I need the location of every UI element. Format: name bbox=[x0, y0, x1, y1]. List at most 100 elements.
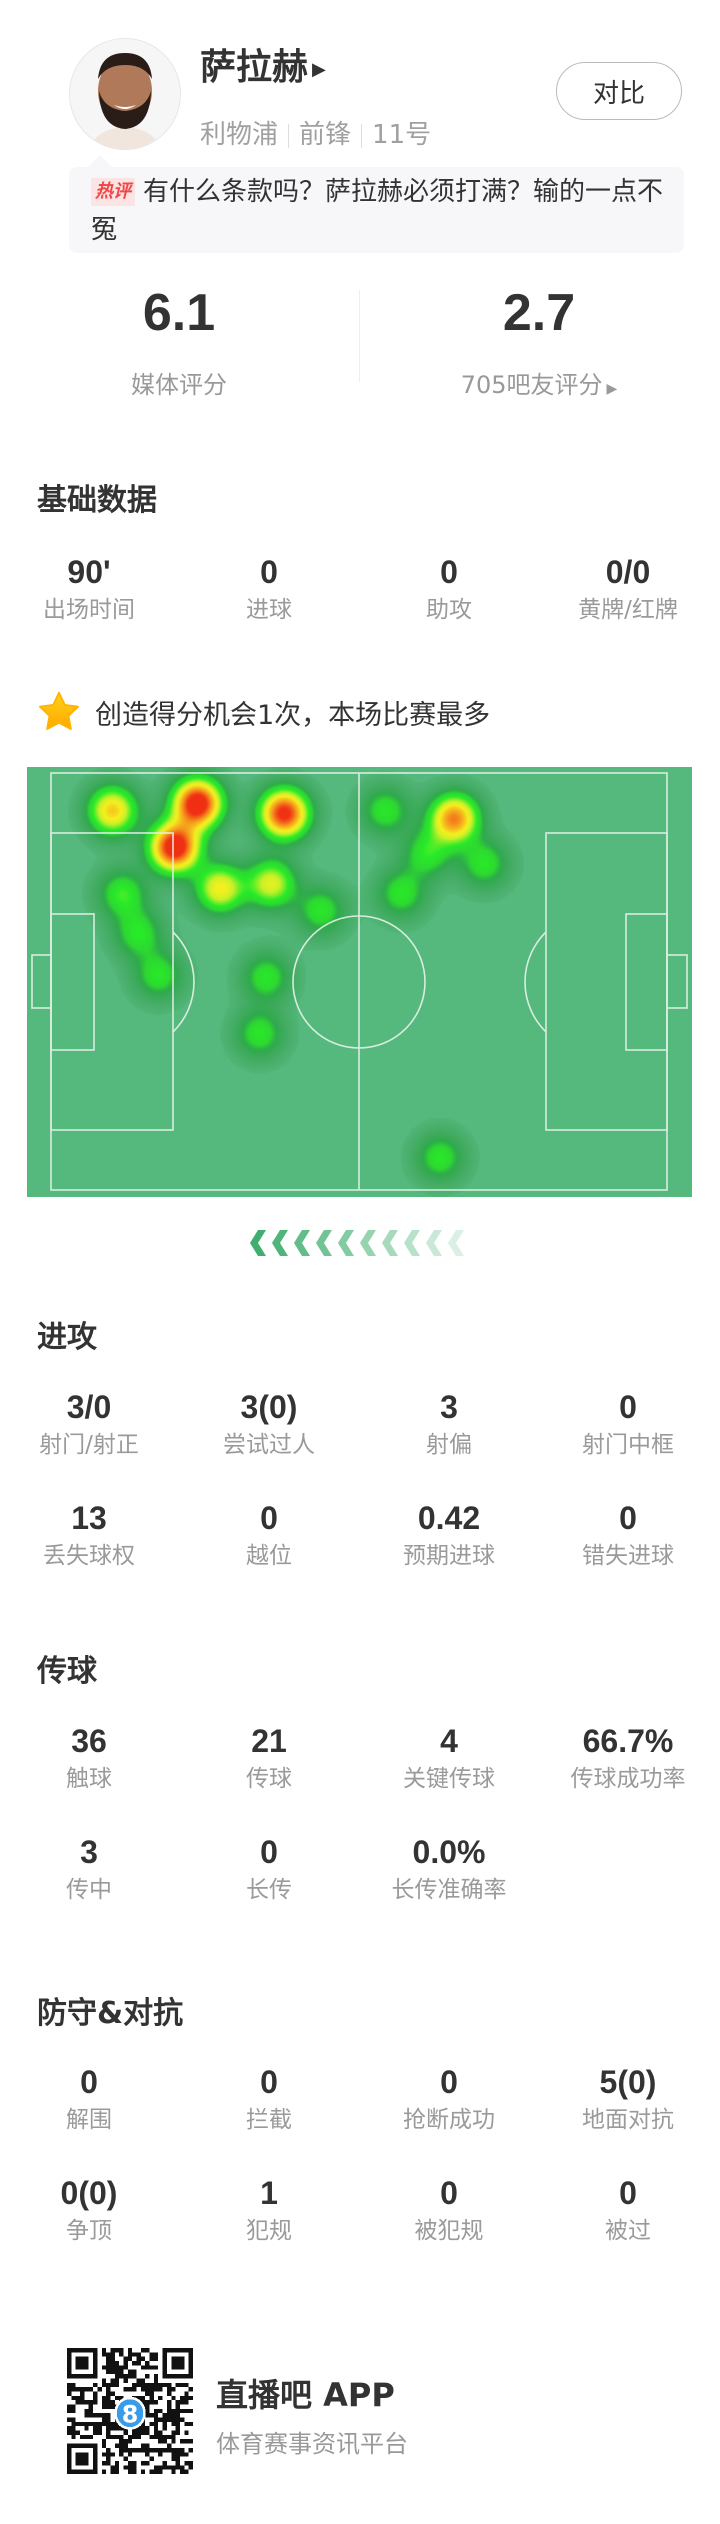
qr-code: 8 bbox=[67, 2348, 193, 2474]
pitch-lines bbox=[31, 772, 688, 1191]
divider bbox=[359, 290, 360, 382]
section-title-passing: 传球 bbox=[37, 1654, 97, 1689]
stat-value: 0 bbox=[260, 1500, 278, 1536]
chevron-left-icon bbox=[404, 1230, 420, 1256]
position: 前锋 bbox=[299, 120, 352, 150]
team-name: 利物浦 bbox=[200, 120, 279, 150]
right-goal bbox=[666, 954, 688, 1009]
chevron-left-icon bbox=[382, 1230, 398, 1256]
chevron-left-icon bbox=[250, 1230, 266, 1256]
stat-value: 36 bbox=[71, 1723, 107, 1759]
stat-value: 0 bbox=[260, 554, 278, 590]
attack-direction-indicator bbox=[250, 1230, 464, 1256]
chevron-left-icon bbox=[426, 1230, 442, 1256]
left-six-yard-box bbox=[50, 913, 95, 1051]
stat-value: 0 bbox=[619, 2175, 637, 2211]
stat-value: 90' bbox=[67, 554, 111, 590]
stat-value: 0 bbox=[260, 2064, 278, 2100]
stat-item: 0 越位 bbox=[179, 1499, 359, 1571]
stat-label: 长传准确率 bbox=[391, 1877, 507, 1903]
stat-label: 射门中框 bbox=[582, 1432, 674, 1458]
hot-comment-text: 有什么条款吗？萨拉赫必须打满？输的一点不冤 bbox=[91, 177, 664, 245]
heatmap-pitch bbox=[27, 767, 692, 1197]
stat-label: 尝试过人 bbox=[223, 1432, 315, 1458]
stat-label: 触球 bbox=[66, 1766, 112, 1792]
highlight-banner: 创造得分机会1次，本场比赛最多 bbox=[37, 690, 490, 734]
stat-value: 0 bbox=[440, 2175, 458, 2211]
stat-label: 关键传球 bbox=[403, 1766, 495, 1792]
fan-rating-label: 705吧友评分 ▶ bbox=[439, 365, 639, 400]
stat-item: 0 抢断成功 bbox=[359, 2063, 539, 2135]
stat-value: 66.7% bbox=[582, 1723, 674, 1759]
fan-rating-text: 705吧友评分 bbox=[460, 371, 603, 399]
stat-value: 5(0) bbox=[599, 2064, 657, 2100]
stat-value: 0 bbox=[619, 1389, 637, 1425]
stat-item: 0 错失进球 bbox=[538, 1499, 718, 1571]
section-title-basic: 基础数据 bbox=[37, 483, 157, 518]
stat-label: 犯规 bbox=[246, 2218, 292, 2244]
fan-rating[interactable]: 2.7 705吧友评分 ▶ bbox=[439, 283, 639, 400]
right-six-yard-box bbox=[625, 913, 668, 1051]
stat-label: 传中 bbox=[66, 1877, 112, 1903]
player-avatar[interactable] bbox=[69, 38, 181, 150]
divider bbox=[361, 123, 363, 148]
right-penalty-box bbox=[545, 832, 668, 1131]
stat-item: 1 犯规 bbox=[179, 2174, 359, 2246]
stat-item: 3(0) 尝试过人 bbox=[179, 1388, 359, 1460]
stat-item: 0.0% 长传准确率 bbox=[359, 1833, 539, 1905]
stat-label: 被犯规 bbox=[414, 2218, 484, 2244]
stat-item: 0(0) 争顶 bbox=[0, 2174, 179, 2246]
stat-label: 越位 bbox=[246, 1543, 292, 1569]
media-rating: 6.1 媒体评分 bbox=[79, 283, 279, 400]
stat-item: 90' 出场时间 bbox=[0, 553, 179, 625]
stat-item: 13 丢失球权 bbox=[0, 1499, 179, 1571]
stat-value: 0 bbox=[80, 2064, 98, 2100]
stat-value: 0 bbox=[260, 1834, 278, 1870]
stat-label: 被过 bbox=[605, 2218, 651, 2244]
hot-comment[interactable]: 热评 有什么条款吗？萨拉赫必须打满？输的一点不冤 bbox=[69, 167, 684, 253]
stat-value: 1 bbox=[260, 2175, 278, 2211]
stat-label: 助攻 bbox=[426, 597, 472, 623]
app-logo-icon bbox=[114, 2396, 146, 2430]
stat-item: 66.7% 传球成功率 bbox=[538, 1722, 718, 1794]
media-rating-label: 媒体评分 bbox=[131, 371, 227, 399]
stat-value: 0 bbox=[440, 554, 458, 590]
stat-item: 0.42 预期进球 bbox=[359, 1499, 539, 1571]
chevron-left-icon bbox=[316, 1230, 332, 1256]
comment-pointer bbox=[88, 155, 112, 167]
left-penalty-box bbox=[50, 832, 174, 1131]
stat-item: 3/0 射门/射正 bbox=[0, 1388, 179, 1460]
stat-label: 传球 bbox=[246, 1766, 292, 1792]
compare-button[interactable]: 对比 bbox=[556, 62, 682, 120]
chevron-left-icon bbox=[272, 1230, 288, 1256]
center-circle bbox=[292, 915, 426, 1049]
stat-value: 21 bbox=[251, 1723, 287, 1759]
stat-label: 预期进球 bbox=[403, 1543, 495, 1569]
stat-label: 抢断成功 bbox=[403, 2107, 495, 2133]
stat-label: 解围 bbox=[66, 2107, 112, 2133]
stat-item: 5(0) 地面对抗 bbox=[538, 2063, 718, 2135]
qr-badge: 8 bbox=[122, 2400, 139, 2428]
right-penalty-arc bbox=[524, 931, 547, 1033]
stat-label: 长传 bbox=[246, 1877, 292, 1903]
star-icon bbox=[39, 691, 79, 730]
stat-value: 3(0) bbox=[240, 1389, 298, 1425]
left-goal bbox=[31, 954, 52, 1009]
player-name-link[interactable]: 萨拉赫 ▶ bbox=[200, 38, 326, 90]
left-penalty-arc bbox=[172, 931, 195, 1033]
divider bbox=[288, 123, 290, 148]
stat-value: 0/0 bbox=[605, 554, 651, 590]
stat-item: 0 射门中框 bbox=[538, 1388, 718, 1460]
stat-label: 进球 bbox=[246, 597, 292, 623]
chevron-left-icon bbox=[448, 1230, 464, 1256]
chevron-left-icon bbox=[338, 1230, 354, 1256]
stat-item: 0 解围 bbox=[0, 2063, 179, 2135]
app-name: 直播吧 APP bbox=[216, 2376, 395, 2414]
stat-label: 错失进球 bbox=[582, 1543, 674, 1569]
media-rating-value: 6.1 bbox=[142, 284, 216, 342]
shirt-number: 11号 bbox=[372, 120, 432, 150]
stat-value: 0.0% bbox=[412, 1834, 486, 1870]
stat-label: 传球成功率 bbox=[570, 1766, 686, 1792]
stat-item: 0/0 黄牌/红牌 bbox=[538, 553, 718, 625]
stat-label: 出场时间 bbox=[43, 597, 135, 623]
